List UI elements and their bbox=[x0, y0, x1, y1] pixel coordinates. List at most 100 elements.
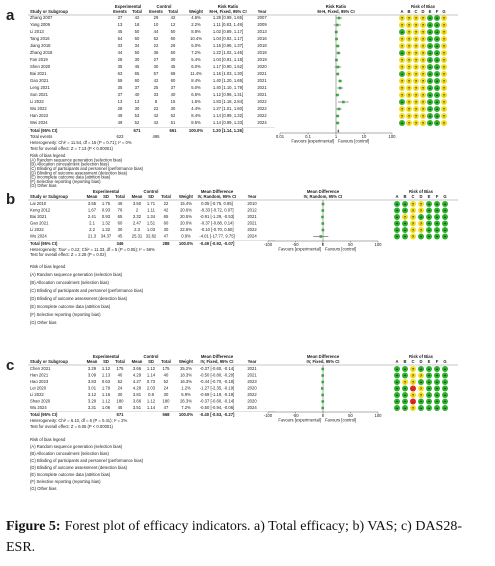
table-cell: Li 2013 bbox=[30, 29, 44, 34]
rob-dot bbox=[418, 233, 424, 240]
total-cell: 568 bbox=[163, 412, 171, 417]
rob-symbol: ? bbox=[443, 92, 446, 97]
rob-dot bbox=[434, 92, 440, 98]
rob-dot bbox=[406, 92, 412, 98]
group-header: Mean Difference bbox=[307, 189, 340, 194]
rob-dot bbox=[426, 398, 432, 405]
rob-dot bbox=[420, 64, 426, 70]
rob-letter: G bbox=[443, 194, 446, 199]
rob-symbol: ? bbox=[422, 92, 425, 97]
table-cell: -0.37 [-0.60, -0.14] bbox=[200, 399, 234, 404]
point-estimate bbox=[336, 114, 339, 118]
table-cell: 2019 bbox=[257, 57, 267, 62]
rob-symbol: ? bbox=[443, 22, 446, 27]
rob-dot bbox=[413, 92, 419, 98]
note: Heterogeneity: Tau² = 0.12; Chi² = 11.33… bbox=[30, 247, 155, 252]
rob-symbol: ? bbox=[408, 29, 411, 34]
x-tick-label: -100 bbox=[264, 242, 273, 247]
rob-letter: F bbox=[436, 194, 439, 199]
table-cell: 24 bbox=[118, 386, 123, 391]
rob-symbol: + bbox=[396, 392, 399, 397]
point-estimate bbox=[337, 16, 341, 20]
table-cell: 2023 bbox=[247, 379, 257, 384]
group-header: Risk of Bias bbox=[411, 4, 436, 9]
table-cell: 1.28 [0.99, 1.65] bbox=[213, 15, 243, 20]
table-cell: 65 bbox=[135, 71, 140, 76]
rob-dot bbox=[441, 99, 447, 105]
caption: Figure 5: Forest plot of efficacy indicat… bbox=[6, 516, 490, 558]
table-cell: Wu 2024 bbox=[30, 405, 47, 410]
rob-symbol: + bbox=[444, 234, 447, 239]
rob-dot bbox=[413, 22, 419, 28]
table-cell: 2012 bbox=[247, 208, 257, 213]
table-cell: 1.11 bbox=[147, 208, 156, 213]
table-cell: 50 bbox=[171, 29, 176, 34]
table-cell: 1.02 [0.89, 1.17] bbox=[213, 29, 243, 34]
rob-symbol: ? bbox=[422, 36, 425, 41]
rob-symbol: + bbox=[420, 379, 423, 384]
rob-dot bbox=[418, 220, 424, 227]
rob-symbol: + bbox=[404, 366, 407, 371]
rob-symbol: + bbox=[428, 214, 431, 219]
point-estimate bbox=[334, 30, 338, 34]
rob-dot bbox=[406, 85, 412, 91]
rob-letter: D bbox=[421, 9, 424, 14]
table-cell: Lei 2020 bbox=[30, 386, 47, 391]
rob-symbol: + bbox=[436, 78, 439, 83]
rob-symbol: + bbox=[436, 214, 439, 219]
table-cell: 28 bbox=[118, 106, 123, 111]
table-cell: 1.12 [0.96, 1.31] bbox=[213, 92, 243, 97]
column-header: Events bbox=[149, 9, 163, 14]
rob-symbol: ? bbox=[443, 78, 446, 83]
table-cell: 22 bbox=[164, 201, 169, 206]
table-cell: 1.15 [0.96, 1.37] bbox=[213, 43, 243, 48]
rob-symbol: ? bbox=[401, 15, 404, 20]
point-estimate bbox=[336, 93, 339, 97]
rob-dot bbox=[406, 64, 412, 70]
rob-dot bbox=[394, 207, 400, 214]
rob-dot bbox=[441, 15, 447, 21]
table-cell: 52 bbox=[135, 120, 140, 125]
rob-dot bbox=[402, 405, 408, 411]
group-header: Experimental bbox=[115, 4, 141, 9]
rob-legend-item: (A) Random sequence generation (selectio… bbox=[30, 444, 123, 449]
rob-symbol: + bbox=[429, 64, 432, 69]
table-cell: 52 bbox=[154, 36, 159, 41]
table-cell: 1.16 bbox=[102, 392, 111, 397]
rob-dot bbox=[402, 366, 408, 372]
table-cell: 68 bbox=[171, 71, 176, 76]
rob-dot bbox=[420, 43, 426, 49]
rob-dot bbox=[418, 398, 424, 405]
rob-dot bbox=[402, 233, 408, 240]
table-cell: Bai 2021 bbox=[30, 71, 47, 76]
rob-symbol: + bbox=[428, 386, 431, 391]
rob-symbol: + bbox=[401, 50, 404, 55]
table-cell: 54 bbox=[118, 36, 123, 41]
x-tick-label: 0 bbox=[322, 242, 325, 247]
rob-symbol: ? bbox=[415, 50, 418, 55]
rob-legend-item: (F) Selective reporting (reporting bias) bbox=[30, 179, 101, 184]
table-cell: 7.2% bbox=[191, 50, 201, 55]
table-cell: 52 bbox=[118, 379, 123, 384]
table-cell: Wu 2024 bbox=[30, 234, 47, 239]
table-cell: 15.4% bbox=[180, 201, 192, 206]
x-tick-label: -50 bbox=[292, 413, 299, 418]
rob-dot bbox=[441, 78, 447, 84]
table-cell: 49 bbox=[118, 113, 123, 118]
rob-symbol: + bbox=[436, 392, 439, 397]
column-header: Mean bbox=[87, 359, 98, 364]
rob-letter: F bbox=[436, 359, 439, 364]
table-cell: 60 bbox=[171, 78, 176, 83]
table-cell: 4.6% bbox=[191, 15, 201, 20]
x-tick-label: 50 bbox=[348, 413, 353, 418]
total-cell: 1.20 [1.14, 1.26] bbox=[213, 128, 244, 133]
rob-dot bbox=[418, 405, 424, 411]
rob-dot bbox=[394, 233, 400, 240]
rob-symbol: + bbox=[436, 221, 439, 226]
table-cell: 2021 bbox=[257, 85, 267, 90]
table-cell: Leng 2021 bbox=[30, 85, 50, 90]
rob-symbol: ? bbox=[401, 36, 404, 41]
table-cell: 11.4% bbox=[190, 71, 202, 76]
rob-dot bbox=[420, 106, 426, 112]
table-cell: 2021 bbox=[257, 92, 267, 97]
